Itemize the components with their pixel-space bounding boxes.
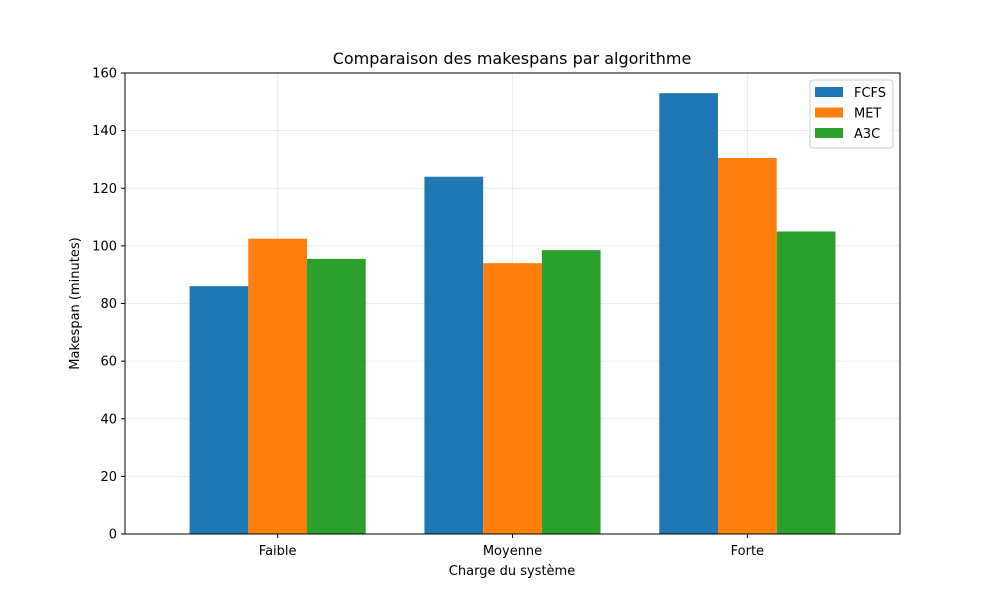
bar-fcfs-faible xyxy=(189,286,249,534)
x-tick-label: Forte xyxy=(731,544,764,559)
legend: FCFS MET A3C xyxy=(809,79,894,149)
legend-swatch-met xyxy=(815,107,843,118)
y-tick-label: 0 xyxy=(109,528,117,543)
bar-met-moyenne xyxy=(483,263,542,534)
x-tick-label: Moyenne xyxy=(483,544,542,559)
legend-swatch-a3c xyxy=(815,128,843,138)
x-axis-label: Charge du système xyxy=(449,564,575,579)
y-tick-label: 80 xyxy=(100,297,117,312)
y-tick-label: 20 xyxy=(100,470,117,485)
legend-label-met: MET xyxy=(854,107,881,122)
ticks-layer: 0 20 40 60 80 100 120 140 160 Faible Moyenne Forte xyxy=(92,67,764,560)
y-axis-label: Makespan (minutes) xyxy=(68,237,83,369)
bar-met-faible xyxy=(248,238,308,534)
y-tick-label: 160 xyxy=(92,67,117,82)
bar-met-forte xyxy=(717,157,777,534)
y-tick-label: 40 xyxy=(100,412,117,427)
legend-swatch-fcfs xyxy=(815,87,843,97)
bar-a3c-forte xyxy=(776,231,836,534)
chart-title: Comparaison des makespans par algorithme xyxy=(333,49,692,68)
x-tick-label: Faible xyxy=(259,544,297,559)
legend-label-a3c: A3C xyxy=(854,127,880,142)
bar-a3c-moyenne xyxy=(541,250,601,534)
y-tick-label: 100 xyxy=(92,239,117,254)
bars-layer xyxy=(189,93,836,534)
bar-fcfs-moyenne xyxy=(424,176,484,534)
y-tick-label: 120 xyxy=(92,182,117,197)
y-tick-label: 60 xyxy=(100,355,117,370)
bar-fcfs-forte xyxy=(659,93,718,534)
legend-label-fcfs: FCFS xyxy=(854,86,886,101)
bar-a3c-faible xyxy=(307,258,366,534)
y-tick-label: 140 xyxy=(92,124,117,139)
